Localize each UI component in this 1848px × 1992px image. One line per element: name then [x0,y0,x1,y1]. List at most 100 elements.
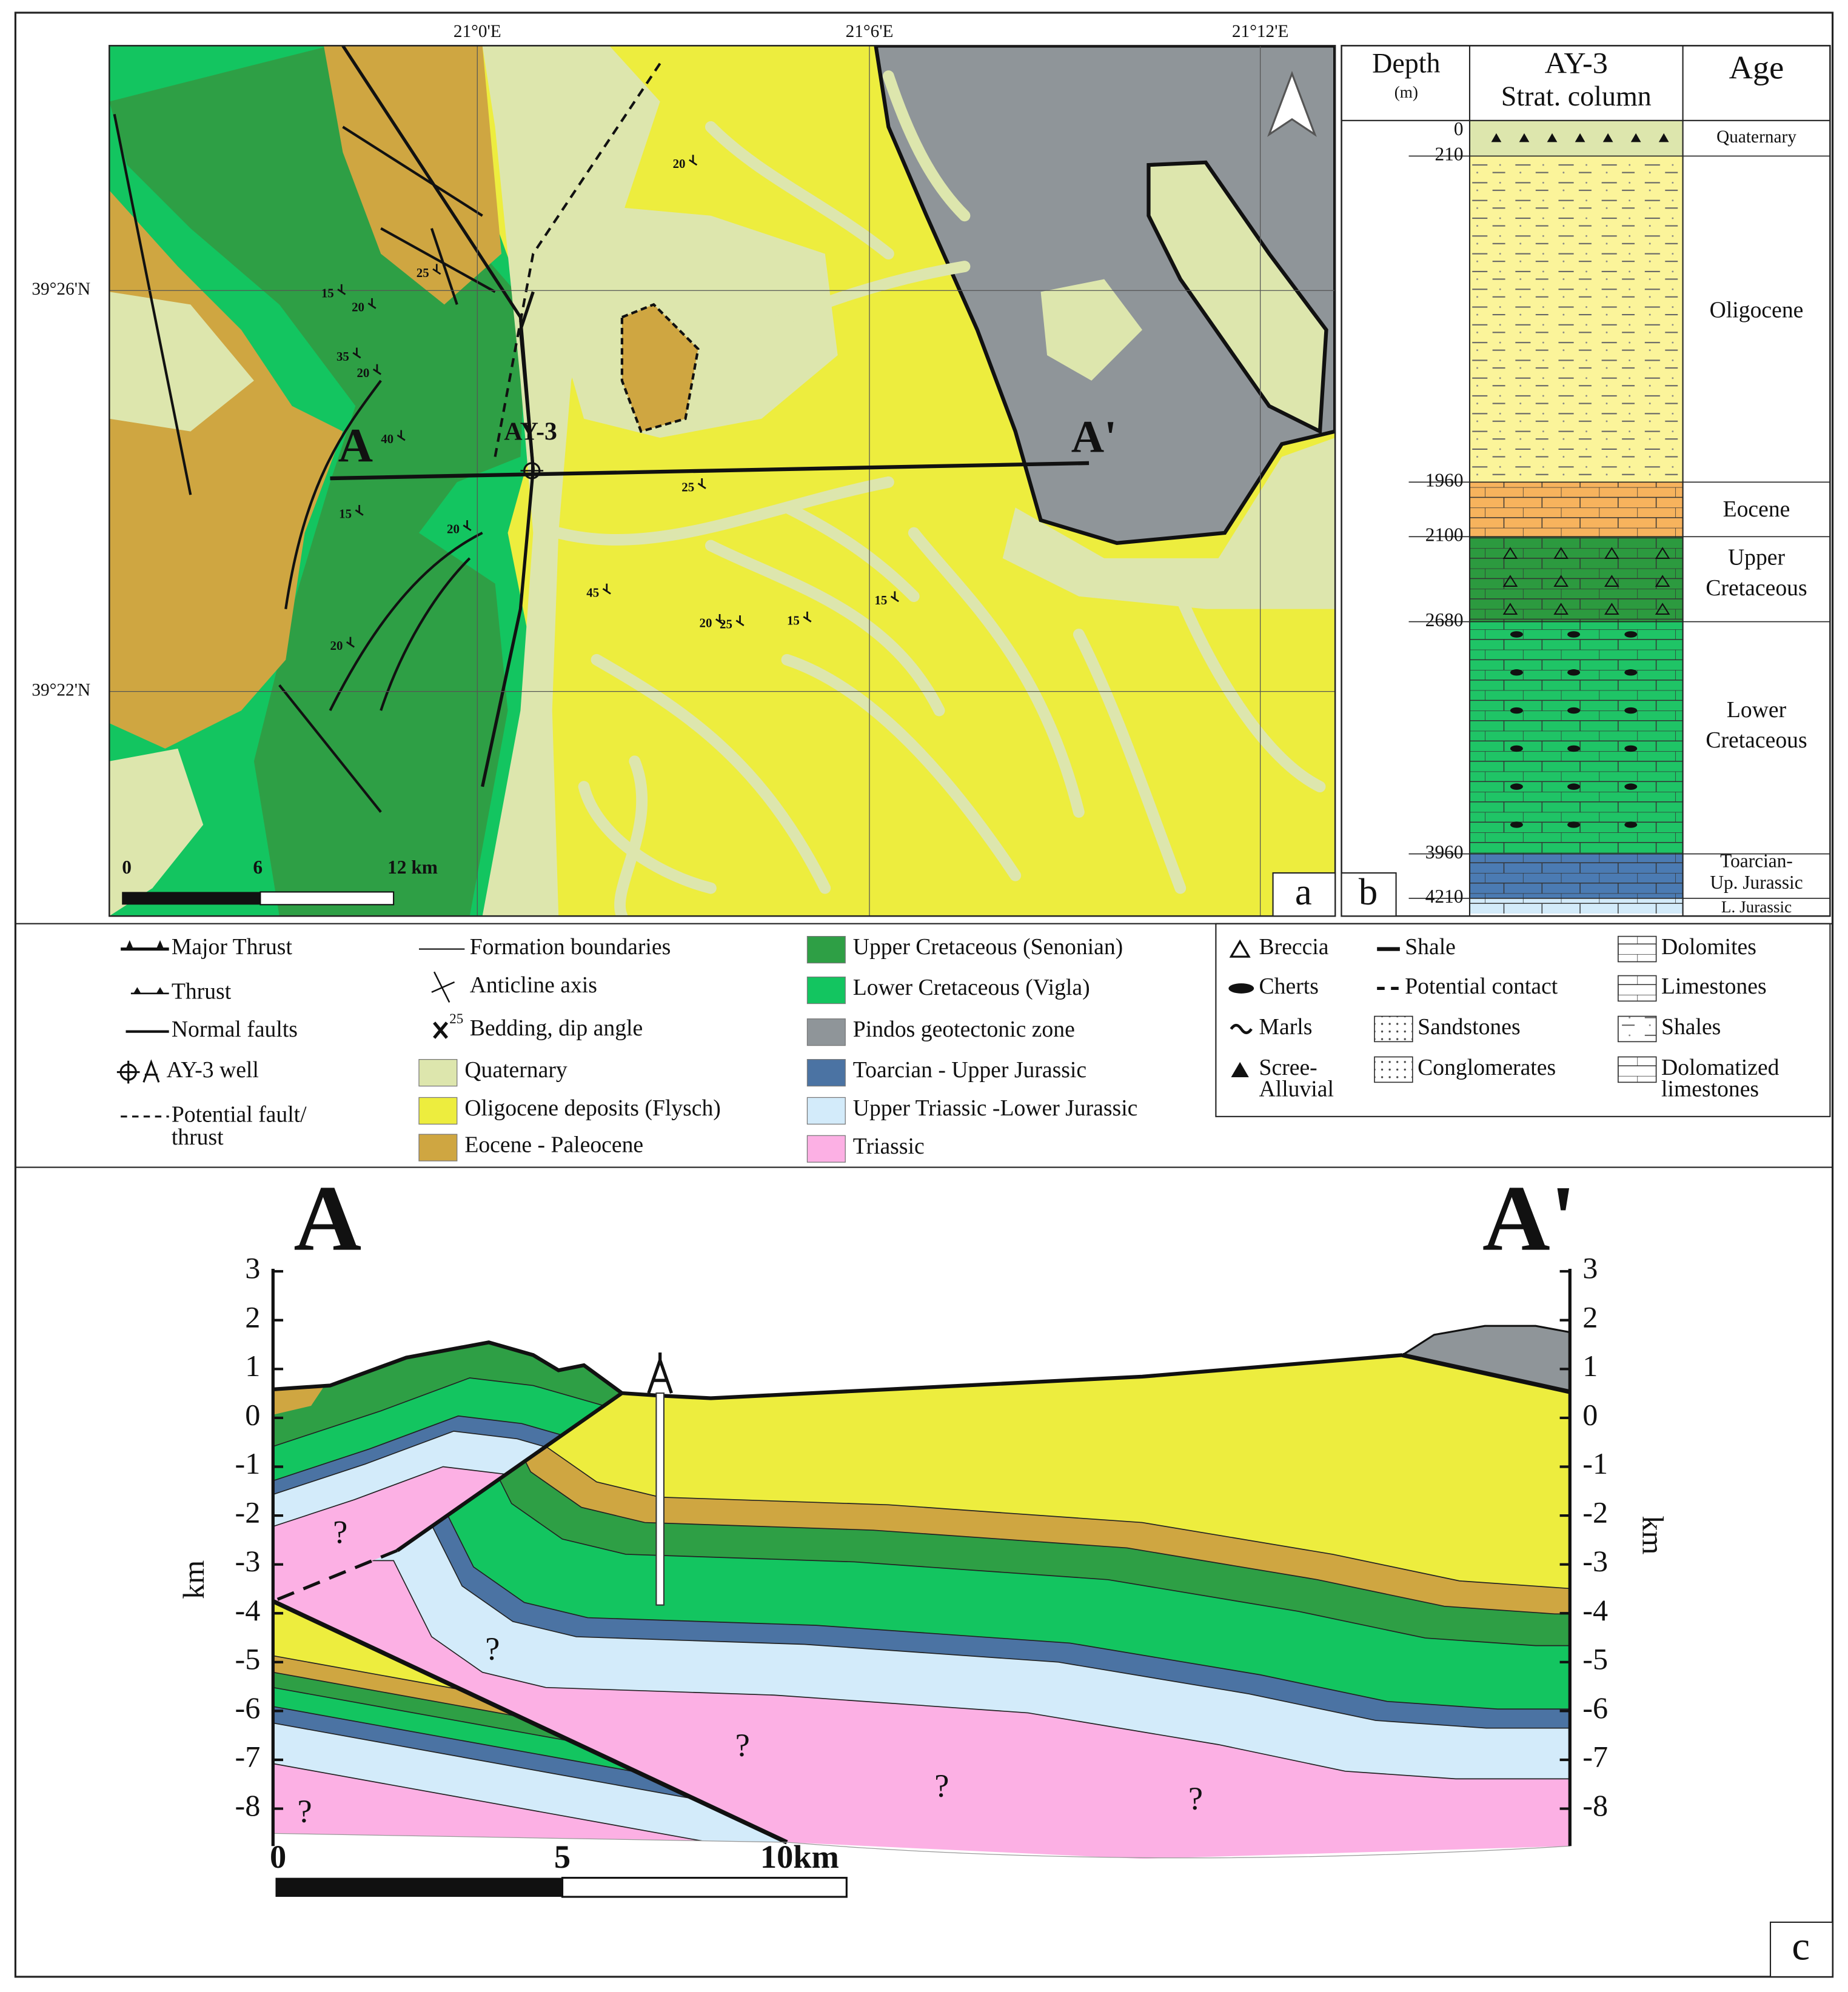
potential-fault [494,62,661,457]
north-arrow [1267,70,1317,137]
scale-bar-black [122,892,261,905]
lithology-symbol [1510,783,1523,790]
dip-label: 15 [874,593,887,607]
quaternary-streak [781,501,920,603]
y-tick-label: -1 [235,1446,261,1480]
section-layer [273,1342,622,1447]
dip-symbol [463,520,472,532]
dip-label: 25 [417,266,429,280]
lithology-symbol [1519,133,1530,142]
legend-box [1215,923,1831,1117]
quaternary-streak [755,261,971,336]
depth-label: 3960 [1425,841,1464,863]
dip-label: 15 [787,613,800,627]
section-end-label: A [338,419,373,472]
lithology-symbol [1655,603,1670,615]
lithology-symbol [1630,133,1641,142]
geologic-map [109,45,1336,917]
legend-label: Quaternary [464,1057,567,1083]
unit-area [620,302,700,433]
legend-label: Breccia [1259,934,1329,960]
lithology-symbol [1510,821,1523,828]
y-tick-label: 1 [245,1349,260,1383]
y-tick-label: 2 [245,1300,260,1334]
quaternary-streak [705,540,945,717]
legend-label: Triassic [853,1134,925,1159]
longitude-label: 21°6'E [846,22,894,41]
dip-symbol [397,430,406,441]
section-end-label: A' [1482,1166,1576,1271]
age-label: Toarcian- [1720,850,1793,871]
y-tick-label: -3 [1582,1544,1608,1578]
lithology-icon [1229,939,1251,958]
legend-label: Dolomites [1661,934,1756,960]
legend-swatch [806,1018,846,1046]
well-symbol [520,459,544,483]
legend-label: Eocene - Paleocene [464,1132,643,1158]
legend-swatch [806,1097,846,1125]
thrust-line [1402,1352,1571,1394]
y-tick-label: -2 [1582,1496,1608,1529]
scale-label: 6 [253,857,263,878]
legend-label: Limestones [1661,974,1767,999]
dip-symbol [697,478,706,489]
column-pattern [1469,156,1683,483]
dip-symbol [346,637,355,648]
y-tick-label: 0 [245,1397,260,1431]
legend-label: Potential fault/ [172,1101,307,1127]
section-end-label: A' [1071,412,1117,463]
unknown-mark: ? [298,1793,312,1829]
panel-label: a [1295,871,1312,913]
legend-label: Marls [1259,1014,1313,1040]
unit-area [324,45,502,305]
dip-label: 25 [720,617,732,632]
dip-symbol [735,615,745,626]
y-tick-label: 0 [1582,1397,1598,1431]
fault-line [329,532,483,712]
column-header: Age [1729,50,1784,86]
axis-label: km [1636,1516,1670,1554]
well-label: AY-3 [504,418,557,446]
lithology-symbol [1575,133,1585,142]
column-header: Strat. column [1501,81,1652,112]
y-tick-label: -4 [1582,1593,1608,1627]
lithology-icon [1230,1023,1253,1034]
potential-fault [272,1549,398,1603]
legend-label: thrust [172,1125,224,1150]
unit-area [1040,279,1142,381]
lithology-symbol [1604,575,1619,587]
dip-label: 25 [681,480,694,495]
lithology-symbol [1567,631,1581,638]
lithology-symbol [1567,783,1581,790]
scale-label: 0 [270,1839,286,1875]
symbol-icon [431,971,455,1003]
legend-label: Normal faults [172,1017,298,1042]
legend-label: Anticline axis [470,972,597,998]
lithology-symbol [1510,745,1523,752]
dip-symbol [372,364,381,375]
dip-label: 20 [700,616,712,630]
scale-label: 10km [760,1839,839,1875]
y-tick-label: -6 [1582,1691,1608,1725]
scale-label: 0 [122,857,132,878]
scale-bar-white [259,891,395,906]
age-label: Lower [1727,697,1787,723]
column-header: (m) [1394,83,1418,101]
lithology-symbol [1502,575,1518,587]
lithology-symbol [1624,783,1638,790]
lithology-symbol [1553,603,1569,615]
legend-swatch [806,1059,846,1087]
legend-label: AY-3 well [166,1057,258,1083]
dip-symbol [803,611,812,623]
unit-area [1147,160,1328,435]
panel-box [1341,872,1397,917]
legend-swatch [806,1135,846,1163]
unknown-mark: ? [1188,1780,1203,1817]
lithology-symbol [1510,669,1523,676]
legend-label: Oligocene deposits (Flysch) [464,1095,721,1121]
legend-swatch [806,936,846,964]
scale-label: 5 [554,1839,571,1875]
unknown-mark: ? [485,1631,500,1667]
lithology-symbol [1624,821,1638,828]
depth-label: 4210 [1425,886,1464,907]
